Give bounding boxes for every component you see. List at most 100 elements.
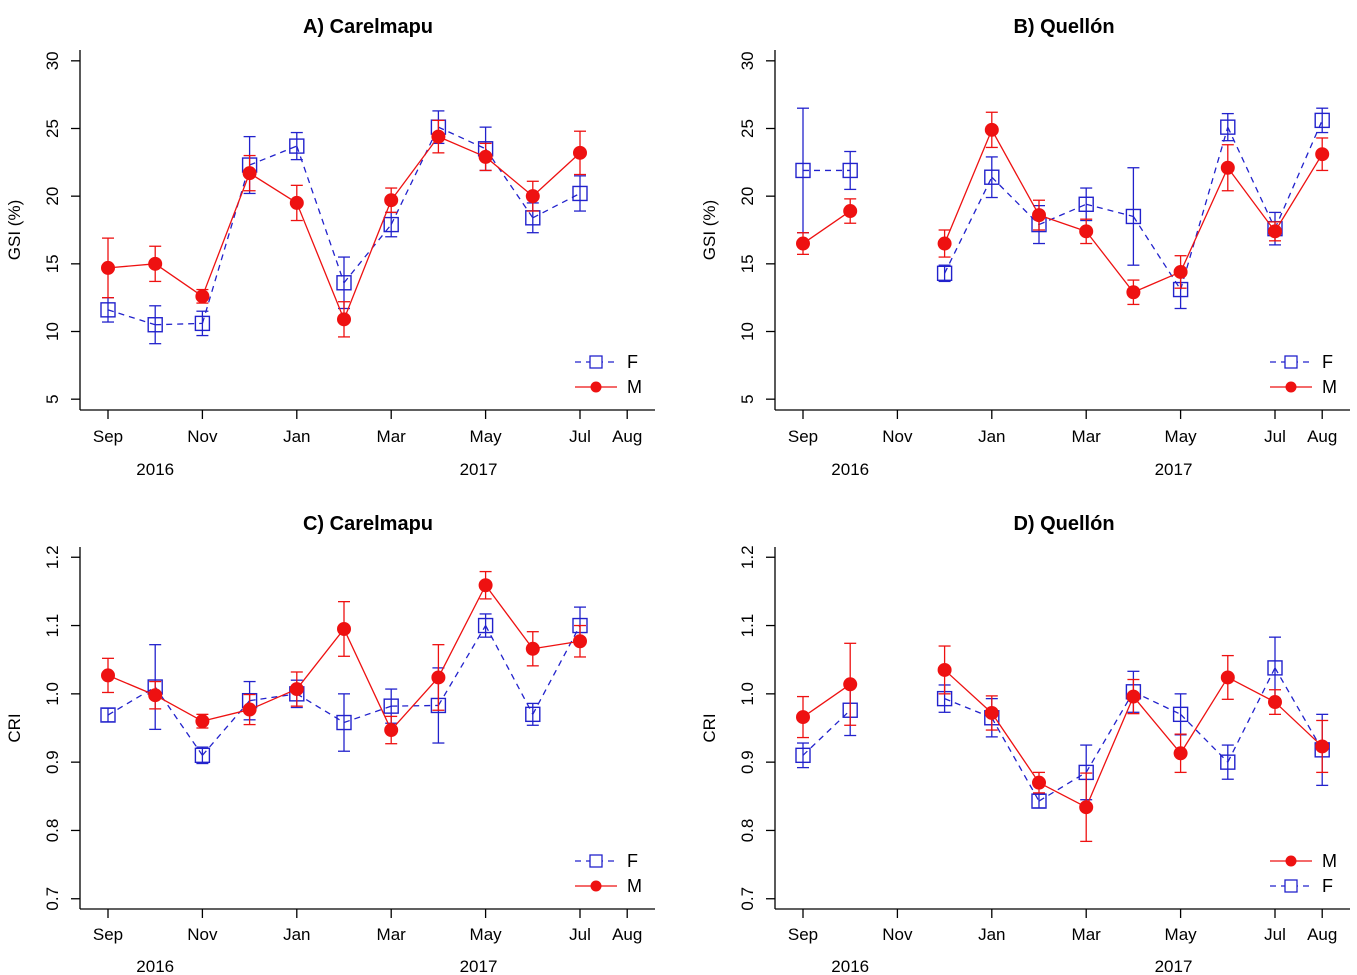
y-tick-label: 5 — [43, 394, 62, 403]
x-tick-label: Jul — [1264, 427, 1286, 446]
x-tick-label: Jul — [569, 427, 591, 446]
series-line-segment — [437, 625, 487, 706]
series-M — [101, 570, 587, 745]
x-tick-label: Jul — [569, 925, 591, 944]
series-line-segment — [1085, 230, 1134, 293]
data-point-M — [1126, 285, 1141, 300]
data-point-F — [1031, 793, 1047, 809]
data-point-M — [289, 682, 304, 697]
year-label-2017: 2017 — [1155, 460, 1193, 479]
legend-marker-M — [590, 880, 602, 892]
legend: FM — [575, 352, 642, 397]
series-line-segment — [1132, 216, 1182, 290]
data-point-M — [384, 723, 399, 738]
chart-panel-3: C) Carelmapu 0.7 0.8 0.9 1.0 1.1 1.2 CRI Sep Nov J… — [5, 513, 655, 975]
data-point-F — [194, 747, 211, 764]
series-line-segment — [343, 628, 392, 731]
data-point-M — [431, 129, 446, 144]
year-label-2016: 2016 — [831, 460, 869, 479]
series-line-segment — [154, 694, 203, 722]
data-point-M — [384, 193, 399, 208]
year-label-2017: 2017 — [1155, 957, 1193, 975]
chart-panel-4: D) Quellón 0.7 0.8 0.9 1.0 1.1 1.2 CRI Sep Nov Jan… — [700, 513, 1350, 975]
data-point-M — [148, 256, 163, 271]
x-tick-label: May — [1165, 925, 1198, 944]
data-point-F — [289, 138, 305, 154]
y-tick-label: 10 — [738, 322, 757, 341]
series-line-segment — [802, 210, 851, 245]
series-line-segment — [107, 674, 156, 696]
data-point-M — [1079, 224, 1094, 239]
legend-marker-F — [1284, 879, 1298, 893]
data-point-F — [100, 302, 116, 318]
series-line-segment — [296, 202, 345, 320]
series-line-segment — [249, 688, 298, 711]
series-line-segment — [154, 263, 203, 297]
series-line-segment — [202, 708, 250, 722]
data-point-M — [431, 670, 446, 685]
data-point-M — [984, 705, 999, 720]
x-tick-label: Mar — [1072, 925, 1102, 944]
data-point-F — [936, 265, 953, 282]
chart-title: C) Carelmapu — [303, 513, 433, 535]
series-line-segment — [1038, 782, 1087, 808]
series-M — [101, 119, 587, 338]
data-point-F — [842, 162, 858, 179]
series-line-segment — [485, 148, 534, 219]
series-line-segment — [438, 136, 486, 158]
y-tick-label: 0.7 — [43, 887, 62, 911]
y-tick-label: 15 — [738, 254, 757, 273]
y-axis-label: GSI (%) — [5, 200, 24, 260]
series-line-segment — [944, 176, 993, 274]
legend-label-M: M — [627, 377, 642, 397]
legend-label-M: M — [1322, 377, 1337, 397]
data-point-M — [796, 236, 810, 251]
y-tick-label: 0.8 — [738, 819, 757, 843]
y-tick-label: 0.8 — [43, 819, 62, 843]
x-tick-label: Mar — [377, 925, 407, 944]
y-tick-label: 30 — [738, 51, 757, 70]
x-tick-label: Nov — [187, 427, 218, 446]
x-tick-label: May — [1165, 427, 1198, 446]
series-line-segment — [1038, 203, 1087, 226]
data-point-M — [337, 312, 351, 327]
series-line-segment — [1132, 696, 1182, 754]
year-label-2016: 2016 — [831, 957, 869, 975]
series-line-segment — [249, 145, 298, 166]
data-point-M — [843, 204, 858, 219]
data-point-F — [1078, 196, 1094, 212]
y-tick-label: 1.1 — [43, 614, 62, 638]
data-point-M — [1079, 800, 1094, 815]
x-tick-label: Sep — [93, 427, 123, 446]
data-point-M — [1315, 739, 1330, 754]
series-line-segment — [991, 712, 1040, 784]
data-point-F — [1125, 208, 1142, 225]
series-line-segment — [1085, 691, 1134, 773]
series-line-segment — [1038, 771, 1087, 802]
y-axis-label: GSI (%) — [700, 200, 719, 260]
y-tick-label: 25 — [43, 119, 62, 138]
series-line-segment — [1227, 667, 1276, 763]
y-tick-label: 1.0 — [43, 682, 62, 706]
series-line-segment — [485, 156, 534, 197]
series-M — [796, 642, 1330, 843]
data-point-F — [525, 706, 541, 723]
series-line-segment — [1133, 691, 1181, 715]
data-point-M — [1315, 147, 1330, 162]
series-line-segment — [1227, 676, 1276, 703]
chart-title: D) Quellón — [1013, 513, 1114, 535]
y-tick-label: 25 — [738, 119, 757, 138]
data-point-M — [1220, 160, 1235, 175]
x-tick-label: May — [470, 925, 503, 944]
series-line-segment — [532, 640, 581, 650]
legend: FM — [1270, 352, 1337, 397]
data-point-M — [1220, 670, 1235, 685]
x-tick-label: Jan — [283, 925, 310, 944]
data-point-F — [194, 315, 211, 332]
data-point-F — [1220, 754, 1236, 770]
x-tick-label: Mar — [377, 427, 407, 446]
x-tick-label: Aug — [1307, 925, 1337, 944]
series-line-segment — [107, 263, 156, 269]
series-F — [795, 636, 1330, 809]
